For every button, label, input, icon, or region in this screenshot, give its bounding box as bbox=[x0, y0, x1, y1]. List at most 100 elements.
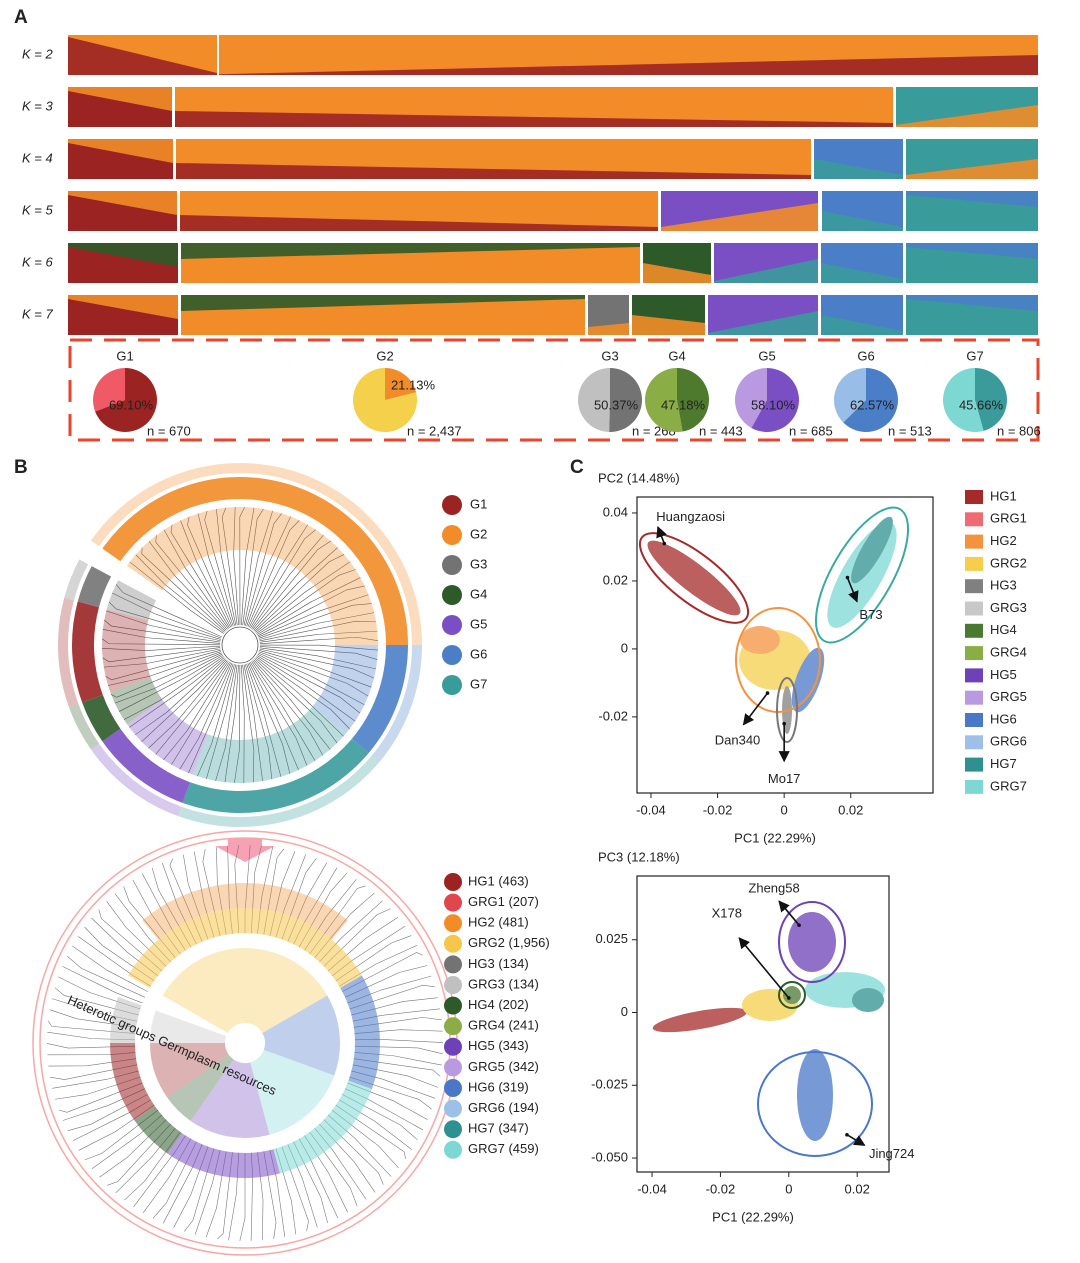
tree-branch bbox=[243, 664, 263, 782]
tree-inner-fan bbox=[126, 507, 378, 645]
tree-inner-fan bbox=[167, 1054, 234, 1121]
panel-label: A bbox=[14, 7, 28, 28]
cloud bbox=[788, 912, 836, 972]
tree-inner-fan bbox=[312, 645, 378, 734]
tree-branch bbox=[103, 648, 221, 668]
tree-branch bbox=[240, 664, 245, 783]
tree-branch bbox=[259, 648, 375, 679]
annotation-arrow bbox=[846, 577, 859, 603]
y-axis-label: PC2 (14.48%) bbox=[598, 470, 680, 485]
legend-label: GRG5 bbox=[990, 689, 1027, 704]
k-label: K = 6 bbox=[22, 254, 53, 269]
pie-slice bbox=[609, 368, 642, 432]
pie-slice bbox=[843, 368, 898, 432]
tree-branch bbox=[180, 520, 232, 628]
cloud bbox=[652, 1007, 748, 1033]
tree-branch bbox=[197, 513, 234, 627]
legend-label: G5 bbox=[470, 616, 487, 631]
panel-label: B bbox=[14, 457, 28, 478]
legend-swatch bbox=[444, 873, 462, 891]
legend-swatch bbox=[442, 495, 462, 515]
tree-branch bbox=[135, 658, 226, 736]
tree-branch bbox=[171, 662, 231, 765]
tree-outer-ticks bbox=[58, 597, 79, 708]
tree-colored-tips bbox=[128, 908, 362, 988]
annotation-label: Mo17 bbox=[768, 771, 801, 786]
tree-branch bbox=[155, 661, 229, 755]
legend-swatch bbox=[444, 1120, 462, 1139]
tree-branch bbox=[353, 1058, 441, 1077]
tree-branch bbox=[258, 594, 369, 638]
tree-branch bbox=[141, 659, 227, 742]
tree-branch bbox=[259, 620, 377, 642]
tree-branch bbox=[129, 561, 224, 634]
tree-branch bbox=[259, 630, 378, 643]
tree-branch bbox=[62, 966, 143, 1004]
legend-swatch bbox=[444, 1099, 462, 1118]
legend-label: GRG1 (207) bbox=[468, 894, 539, 909]
legend-swatch bbox=[965, 713, 983, 727]
legend-label: HG6 (319) bbox=[468, 1079, 529, 1094]
tree-orange-tips bbox=[142, 882, 348, 940]
tree-branch bbox=[111, 652, 222, 698]
tree-branch bbox=[241, 507, 255, 626]
tree-branch bbox=[169, 858, 203, 942]
structure-admixture bbox=[661, 203, 818, 231]
legend-label: HG1 (463) bbox=[468, 873, 529, 888]
legend-label: G6 bbox=[470, 646, 487, 661]
tree-group-ring bbox=[71, 601, 103, 703]
tree-branch bbox=[253, 547, 338, 631]
tree-branch bbox=[252, 660, 324, 756]
legend-label: HG2 bbox=[990, 533, 1017, 548]
legend-label: HG1 bbox=[990, 488, 1017, 503]
cloud bbox=[851, 516, 893, 584]
legend-label: GRG2 (1,956) bbox=[468, 935, 550, 950]
pie-n: n = 806 bbox=[997, 423, 1041, 438]
tree-branch bbox=[102, 647, 221, 663]
legend-swatch bbox=[965, 579, 983, 594]
pie-n: n = 685 bbox=[789, 423, 833, 438]
structure-admixture bbox=[181, 243, 640, 259]
structure-admixture bbox=[643, 263, 711, 283]
legend-swatch bbox=[444, 976, 462, 994]
annotation-arrow bbox=[778, 900, 800, 926]
legend-swatch bbox=[444, 934, 462, 953]
tree-branch bbox=[349, 984, 435, 1010]
tree-branch bbox=[58, 1082, 143, 1113]
pie-slice-rest bbox=[577, 368, 610, 432]
tree-inner-fan bbox=[126, 699, 208, 775]
tree-branch bbox=[259, 636, 378, 644]
tree-branch bbox=[246, 663, 282, 777]
tree-branch bbox=[163, 661, 230, 760]
tree-branch bbox=[107, 1123, 171, 1186]
legend-label: HG5 (343) bbox=[468, 1038, 529, 1053]
tree-branch bbox=[242, 508, 264, 626]
k-label: K = 2 bbox=[22, 46, 53, 61]
legend-label: GRG6 (194) bbox=[468, 1100, 539, 1115]
x-tick-label: -0.02 bbox=[703, 802, 733, 817]
legend-swatch bbox=[965, 601, 983, 616]
pie-name: G1 bbox=[116, 348, 133, 363]
legend-label: HG4 bbox=[990, 622, 1017, 637]
legend-swatch bbox=[442, 525, 462, 545]
y-tick-label: 0.02 bbox=[603, 572, 628, 587]
tree-colored-tips bbox=[167, 1133, 280, 1178]
structure-admixture bbox=[821, 263, 903, 283]
pie-slice-rest bbox=[645, 368, 683, 432]
tree-branch bbox=[256, 569, 356, 634]
legend-swatch bbox=[965, 757, 983, 772]
tree-inner-fan bbox=[250, 1049, 335, 1135]
legend-label: G2 bbox=[470, 526, 487, 541]
tree-group-ring bbox=[82, 694, 121, 742]
tree-branch bbox=[256, 577, 361, 635]
legend-swatch bbox=[444, 893, 462, 912]
pie-value-label: 50.37% bbox=[594, 397, 639, 412]
legend-label: GRG7 bbox=[990, 778, 1027, 793]
pie-slice bbox=[751, 368, 799, 432]
tree-colored-tips bbox=[273, 1080, 372, 1174]
y-axis-label: PC3 (12.18%) bbox=[598, 849, 680, 864]
pie-value-label: 47.18% bbox=[661, 397, 706, 412]
legend-label: HG3 (134) bbox=[468, 956, 529, 971]
tree-branch bbox=[170, 524, 230, 629]
tree-inner-fan bbox=[150, 1043, 229, 1098]
